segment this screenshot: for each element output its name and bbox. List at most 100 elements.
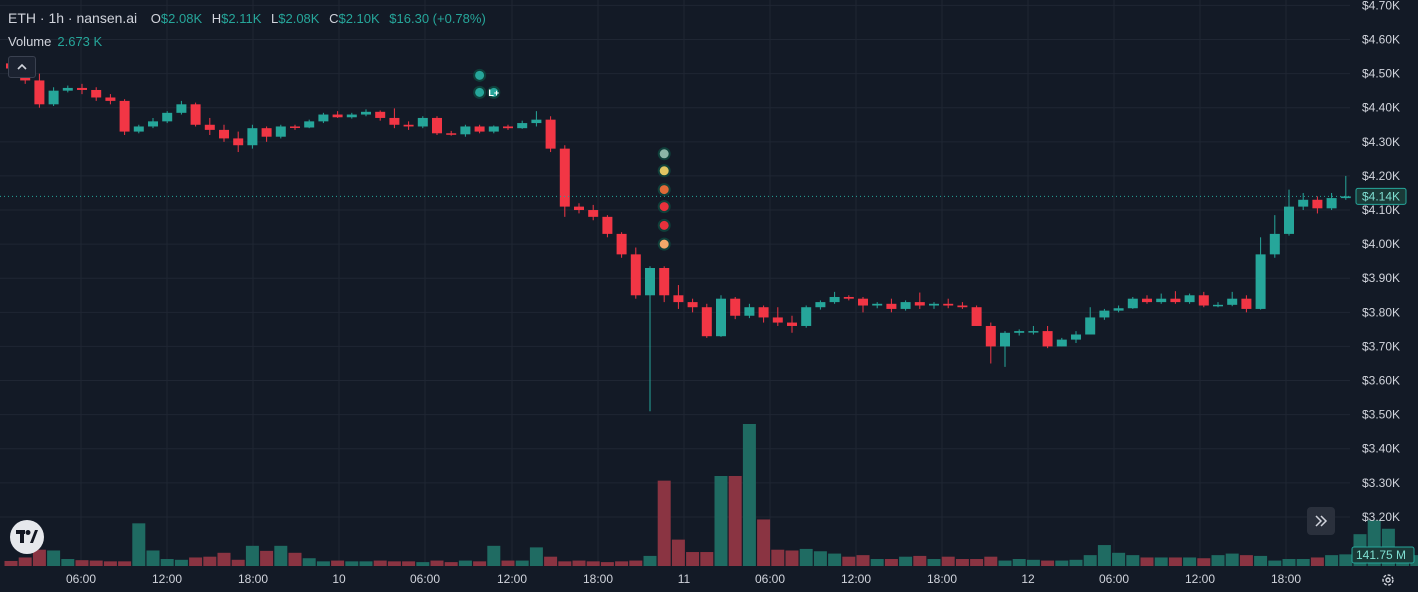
price-axis[interactable]: $4.70K $4.60K $4.50K $4.40K $4.30K $4.20K $4.1… [1362,0,1400,524]
candle-body [503,126,513,129]
candle [403,121,414,130]
tradingview-logo-icon[interactable] [10,520,44,554]
volume-bar [1197,558,1211,566]
candle [261,126,272,142]
price-tick-label: $4.30K [1362,135,1400,149]
candle [247,124,258,149]
volume-bar [231,559,245,566]
candle-body [1028,331,1039,333]
price-tick-label: $4.00K [1362,237,1400,251]
candle [985,322,996,364]
candle [219,124,229,142]
candle-body [730,298,741,316]
symbol-title[interactable]: ETH · 1h · nansen.ai [8,10,138,26]
price-tick-label: $3.20K [1362,510,1400,524]
candle [559,145,570,217]
candle [1056,337,1067,347]
high-value: $2.11K [221,11,262,26]
candle-body [432,117,442,134]
indicator-marker[interactable] [657,147,671,161]
candle [517,120,528,129]
volume-bar [245,545,259,566]
candle-body [1156,298,1167,303]
candle-body [446,133,457,135]
volume-label[interactable]: Volume [8,34,52,49]
indicator-marker[interactable] [657,237,671,251]
indicator-marker[interactable] [657,218,671,232]
collapse-legend-button[interactable] [8,56,36,78]
time-tick-label: 18:00 [1271,572,1301,586]
time-tick-label: 06:00 [410,572,440,586]
chart-settings-button[interactable] [1378,570,1398,590]
candle-body [1227,298,1238,305]
candle-body [1056,339,1067,347]
candle [929,302,939,309]
candle [290,124,300,130]
candle-body [1184,295,1195,303]
indicator-marker[interactable] [657,164,671,178]
volume-bar [1126,555,1140,566]
indicator-marker[interactable] [473,85,487,99]
candle [957,302,968,309]
volume-bar [118,561,132,566]
candle [730,296,741,320]
candle-body [361,111,371,115]
volume-bar [132,523,146,566]
candle-body [929,303,939,306]
tv-mark-icon [16,530,38,543]
volume-bar [473,561,487,566]
candle-body [1085,317,1096,335]
indicator-marker[interactable] [657,183,671,197]
candle-body [1284,206,1294,234]
candle [971,305,982,326]
indicator-marker[interactable] [487,85,501,99]
candle [460,124,471,137]
volume-bar [416,562,430,566]
candle [574,203,584,214]
candle-body [886,303,897,309]
volume-bar [160,559,174,566]
candle-body [588,210,599,217]
candle-body [1113,308,1124,311]
candle [488,125,499,134]
candle [673,285,684,309]
candle [900,300,911,311]
candle-body [247,128,258,146]
candle [176,100,187,115]
candle [1227,291,1238,307]
candle [1099,308,1110,320]
volume-bar [1026,559,1040,566]
candle-body [659,268,670,296]
candle [432,116,442,135]
candle-body [318,114,329,122]
candle-body [1241,298,1252,309]
candle-body [1198,295,1209,306]
candle-body [829,296,840,303]
volume-bar [75,560,89,566]
change-value: $16.30 (+0.78%) [389,11,486,26]
volume-bar [700,552,714,566]
indicator-marker[interactable] [473,68,487,82]
volume-bar [1239,555,1253,566]
candle-body [872,303,883,306]
volume-bar [771,549,785,566]
scroll-to-realtime-button[interactable] [1307,507,1335,535]
volume-bar [842,556,856,566]
time-tick-label: 06:00 [1099,572,1129,586]
time-axis[interactable]: 06:00 12:00 18:00 10 06:00 12:00 18:00 11 06:00 1… [66,572,1301,586]
indicator-marker[interactable] [657,200,671,214]
candle-body [1014,331,1025,333]
candle [1000,331,1010,367]
open-value: $2.08K [160,11,203,26]
candle-body [900,302,911,309]
last-volume-label: 141.75 M [1356,548,1406,562]
candle [602,215,613,238]
volume-bar [1154,557,1168,566]
volume-bar [970,559,984,566]
candle [91,87,102,101]
volume-bar [714,475,728,566]
volume-bar [643,555,657,566]
volume-bar [103,561,117,566]
candle-body [630,254,641,296]
